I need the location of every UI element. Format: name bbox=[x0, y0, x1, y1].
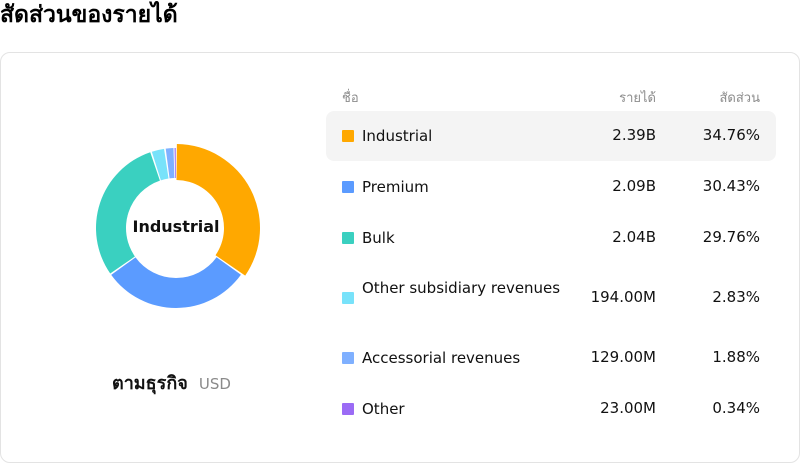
row-name: Bulk bbox=[362, 228, 395, 247]
row-share: 0.34% bbox=[712, 399, 760, 417]
row-revenue: 2.04B bbox=[612, 228, 656, 246]
donut-slice-industrial[interactable] bbox=[176, 144, 260, 276]
table-row[interactable]: Industrial 2.39B 34.76% bbox=[326, 111, 776, 161]
legend-swatch bbox=[342, 403, 354, 415]
donut-center-label: Industrial bbox=[132, 217, 220, 236]
breakdown-selector[interactable]: ตามธุรกิจ USD bbox=[112, 368, 231, 397]
header-share: สัดส่วน bbox=[719, 91, 761, 106]
row-name: Other bbox=[362, 399, 405, 418]
table-body: Industrial 2.39B 34.76% Premium 2.09B 30.43% B… bbox=[326, 111, 776, 435]
legend-swatch bbox=[342, 130, 354, 142]
donut-chart bbox=[95, 144, 260, 308]
revenue-table: ชื่อ รายได้ สัดส่วน Industrial 2.39B 34.76… bbox=[326, 81, 776, 435]
row-name: Accessorial revenues bbox=[362, 348, 521, 367]
row-name: Industrial bbox=[362, 126, 433, 145]
legend-swatch bbox=[342, 352, 354, 364]
donut-slice-bulk[interactable] bbox=[95, 152, 160, 274]
currency-label: USD bbox=[198, 375, 231, 393]
donut-slice-other[interactable] bbox=[174, 148, 176, 179]
breakdown-label: ตามธุรกิจ bbox=[112, 373, 188, 394]
legend-swatch bbox=[342, 232, 354, 244]
legend-swatch bbox=[342, 181, 354, 193]
row-revenue: 2.09B bbox=[612, 177, 656, 195]
row-name: Premium bbox=[362, 177, 429, 196]
row-share: 2.83% bbox=[712, 288, 760, 306]
row-share: 29.76% bbox=[702, 228, 760, 246]
table-row[interactable]: Premium 2.09B 30.43% bbox=[326, 161, 776, 213]
header-revenue: รายได้ bbox=[619, 91, 656, 106]
table-row[interactable]: Other 23.00M 0.34% bbox=[326, 383, 776, 435]
row-revenue: 194.00M bbox=[590, 288, 656, 306]
table-row[interactable]: Bulk 2.04B 29.76% bbox=[326, 213, 776, 263]
header-name: ชื่อ bbox=[342, 91, 359, 106]
row-share: 1.88% bbox=[712, 348, 760, 366]
legend-swatch bbox=[342, 292, 354, 304]
donut-slice-premium[interactable] bbox=[111, 257, 241, 308]
donut-slice-other-subsidiary-revenues[interactable] bbox=[151, 148, 169, 181]
table-row[interactable]: Other subsidiary revenues 194.00M 2.83% bbox=[326, 263, 776, 333]
row-share: 30.43% bbox=[702, 177, 760, 195]
table-row[interactable]: Accessorial revenues 129.00M 1.88% bbox=[326, 333, 776, 383]
row-name: Other subsidiary revenues bbox=[362, 279, 561, 297]
donut-slice-accessorial-revenues[interactable] bbox=[165, 148, 175, 179]
table-header: ชื่อ รายได้ สัดส่วน bbox=[326, 81, 776, 111]
row-revenue: 23.00M bbox=[600, 399, 656, 417]
row-revenue: 129.00M bbox=[590, 348, 656, 366]
row-share: 34.76% bbox=[702, 126, 760, 144]
page-title: สัดส่วนของรายได้ bbox=[0, 2, 178, 28]
revenue-breakdown-card: Industrial ตามธุรกิจ USD ชื่อ รายได้ สัด… bbox=[0, 52, 800, 463]
row-revenue: 2.39B bbox=[612, 126, 656, 144]
